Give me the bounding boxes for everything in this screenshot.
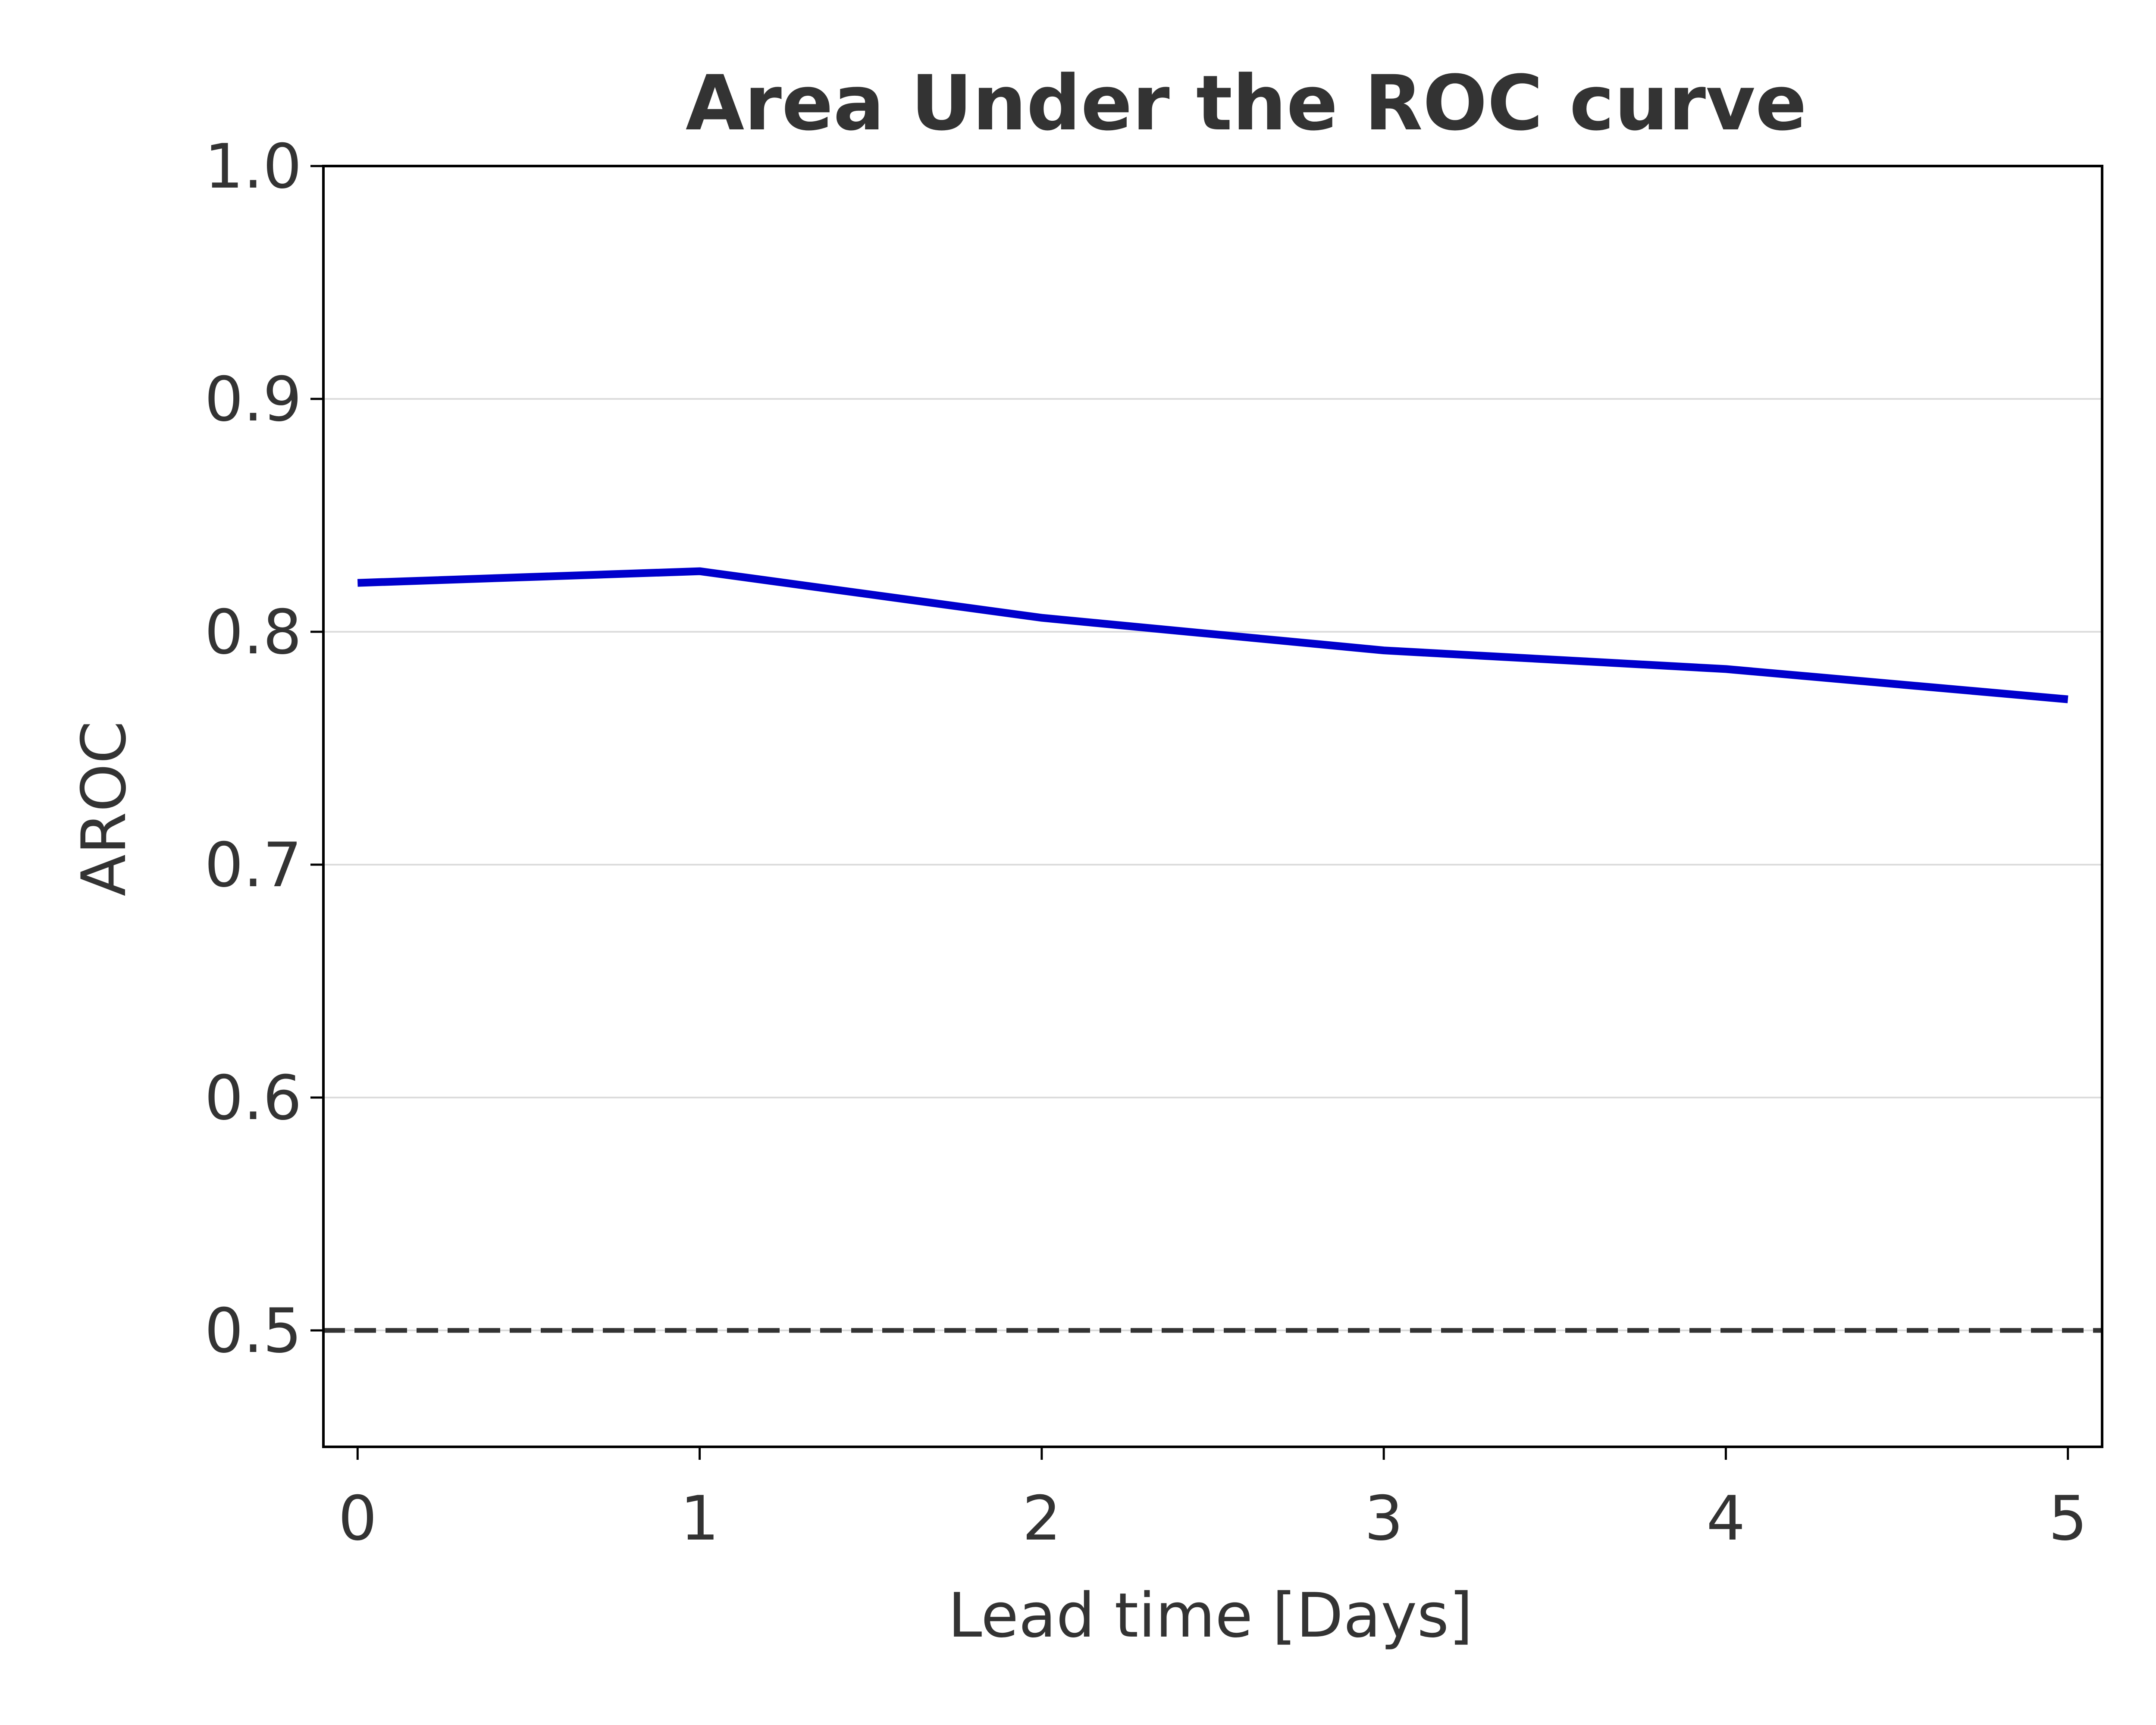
y-axis-label: AROC	[69, 721, 140, 897]
x-tick-label: 3	[1364, 1483, 1403, 1554]
chart-title: Area Under the ROC curve	[686, 59, 1807, 147]
y-axis-ticks: 0.5 0.6 0.7 0.8 0.9 1.0	[204, 131, 323, 1367]
x-axis-ticks: 0 1 2 3 4 5	[338, 1447, 2087, 1554]
y-tick-label: 0.5	[204, 1295, 302, 1367]
x-axis-label: Lead time [Days]	[948, 1580, 1473, 1651]
series-group	[357, 567, 2068, 703]
x-tick-label: 4	[1706, 1483, 1745, 1554]
x-tick-label: 5	[2048, 1483, 2087, 1554]
y-tick-label: 0.9	[204, 364, 302, 435]
x-tick-label: 0	[338, 1483, 377, 1554]
y-tick-label: 1.0	[204, 131, 302, 202]
series-line	[357, 567, 2068, 703]
gridlines	[323, 398, 2102, 1331]
data-point	[1725, 668, 1726, 669]
x-tick-label: 2	[1022, 1483, 1061, 1554]
y-tick-label: 0.7	[204, 830, 302, 901]
data-point	[1383, 650, 1384, 651]
y-tick-label: 0.8	[204, 597, 302, 668]
plot-frame	[322, 165, 2103, 1448]
data-point	[699, 571, 700, 572]
y-tick-label: 0.6	[204, 1063, 302, 1134]
x-tick-label: 1	[680, 1483, 719, 1554]
